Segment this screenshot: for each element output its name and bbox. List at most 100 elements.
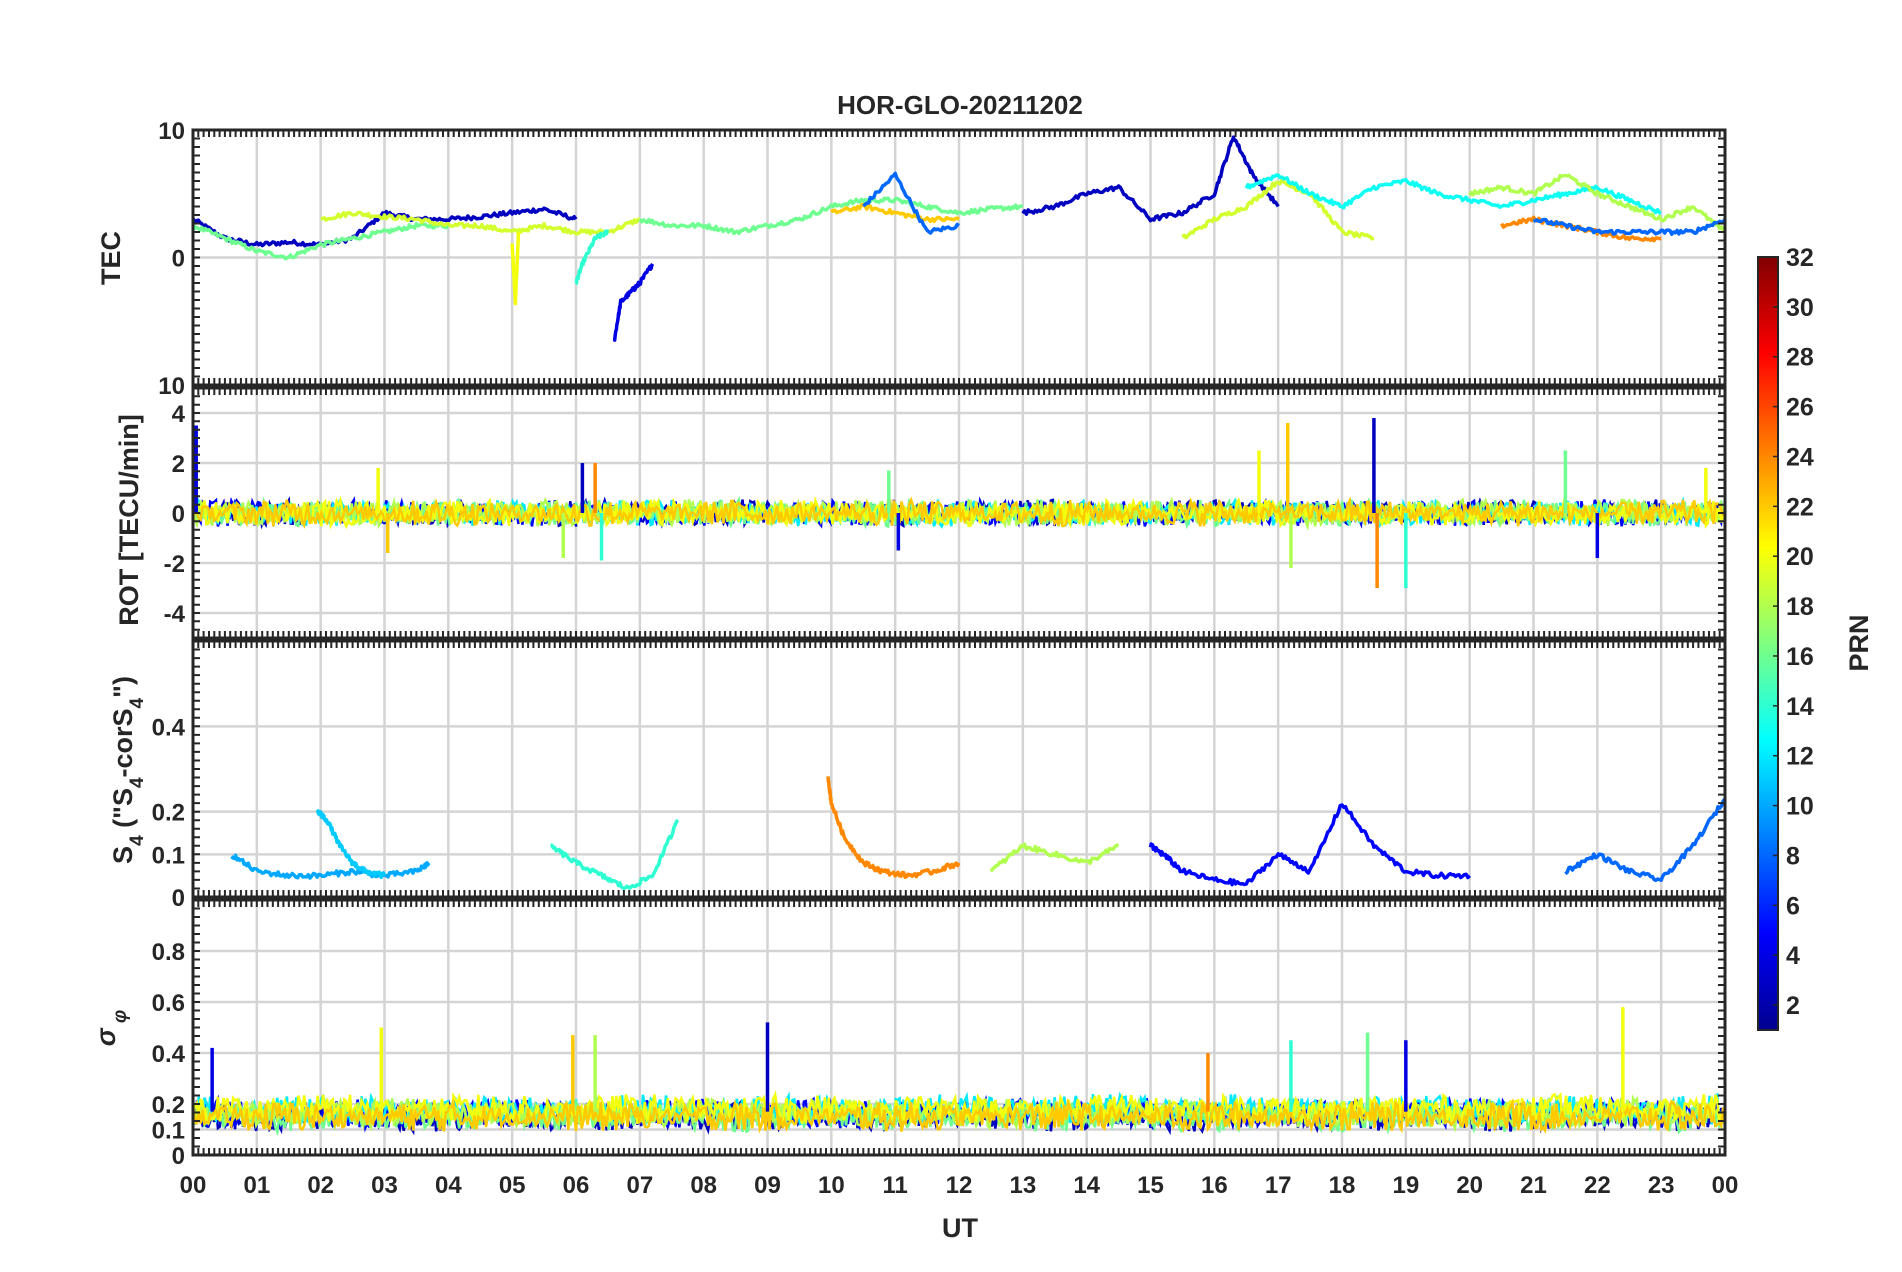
y-tick-label: 0.2 bbox=[152, 1092, 185, 1119]
minor-ticks bbox=[192, 129, 1726, 386]
tick-marks bbox=[192, 641, 1726, 897]
colorbar-tick-label: 2 bbox=[1786, 992, 1800, 1020]
y-axis-label: σ φ bbox=[91, 1010, 131, 1047]
tick-marks bbox=[192, 130, 1726, 385]
series-prn-20 bbox=[510, 231, 521, 306]
series-prn-24 bbox=[826, 776, 961, 880]
x-tick-label: 07 bbox=[626, 1172, 653, 1199]
y-tick-label: 0.4 bbox=[152, 1041, 186, 1068]
colorbar-tick-label: 6 bbox=[1786, 892, 1800, 920]
y-tick-label: 0.1 bbox=[152, 1118, 185, 1145]
data-layer bbox=[191, 418, 1725, 588]
colorbar-tick-label: 22 bbox=[1786, 493, 1814, 521]
colorbar-tick-label: 28 bbox=[1786, 344, 1814, 372]
colorbar-tick-label: 16 bbox=[1786, 643, 1814, 671]
x-tick-label: 10 bbox=[818, 1172, 845, 1199]
x-tick-label: 11 bbox=[882, 1172, 907, 1199]
series-prn-14 bbox=[574, 229, 610, 286]
series-prn-20 bbox=[191, 1090, 1725, 1128]
y-axis-label: S4 ("S4-corS4") bbox=[108, 676, 148, 864]
colorbar-tick-label: 14 bbox=[1786, 693, 1814, 721]
colorbar-tick-label: 4 bbox=[1786, 942, 1800, 970]
y-tick-label: 0.8 bbox=[152, 939, 185, 966]
colorbar-gradient bbox=[1757, 256, 1779, 1031]
y-axis-label: TEC bbox=[96, 231, 126, 285]
y-tick-label: 10 bbox=[158, 118, 185, 145]
y-tick-label: 0.2 bbox=[152, 800, 185, 827]
colorbar-tick-label: 12 bbox=[1786, 743, 1814, 771]
x-tick-label: 04 bbox=[435, 1172, 462, 1199]
x-tick-label: 18 bbox=[1329, 1172, 1356, 1199]
x-tick-label: 15 bbox=[1137, 1172, 1164, 1199]
colorbar-tick-label: 26 bbox=[1786, 394, 1814, 422]
series-prn-11 bbox=[315, 809, 387, 880]
series-prn-13 bbox=[1244, 173, 1662, 215]
y-tick-label: -2 bbox=[164, 551, 185, 578]
data-layer bbox=[230, 776, 1727, 891]
x-tick-label: 05 bbox=[499, 1172, 526, 1199]
x-tick-label: 23 bbox=[1648, 1172, 1675, 1199]
y-tick-label: 0 bbox=[172, 1143, 185, 1170]
series-prn-16 bbox=[191, 221, 450, 261]
y-tick-label: 0 bbox=[172, 246, 185, 273]
y-axis-label: ROT [TECU/min] bbox=[114, 414, 144, 625]
series-prn-5 bbox=[1148, 803, 1471, 887]
series-prn-4 bbox=[612, 263, 655, 342]
data-layer bbox=[191, 1007, 1725, 1137]
data-layer bbox=[191, 135, 1727, 342]
x-tick-label: 01 bbox=[243, 1172, 270, 1199]
y-tick-label: 4 bbox=[172, 401, 186, 428]
grid bbox=[191, 128, 1727, 387]
x-tick-label: 17 bbox=[1265, 1172, 1292, 1199]
x-tick-label: 21 bbox=[1520, 1172, 1547, 1199]
colorbar-tick-label: 32 bbox=[1786, 244, 1814, 272]
minor-ticks bbox=[192, 640, 1726, 898]
colorbar-tick-label: 20 bbox=[1786, 543, 1814, 571]
series-prn-19 bbox=[320, 210, 640, 236]
series-prn-8 bbox=[862, 171, 960, 235]
x-tick-label: 00 bbox=[180, 1172, 207, 1199]
tick-marks-y bbox=[193, 899, 1725, 1156]
figure-title: HOR-GLO-20211202 bbox=[837, 90, 1083, 120]
x-tick-label: 03 bbox=[371, 1172, 398, 1199]
colorbar-tick-label: 8 bbox=[1786, 842, 1800, 870]
panel-sigma_phi: 0.8 0.6 0.4 0.20.10 σ φ bbox=[91, 898, 1727, 1170]
grid bbox=[191, 641, 1727, 899]
minor-ticks bbox=[192, 387, 1726, 639]
minor-ticks bbox=[192, 899, 1726, 1156]
tick-marks-y bbox=[193, 640, 1725, 898]
colorbar-tick-label: 10 bbox=[1786, 793, 1814, 821]
series-prn-22 bbox=[191, 1097, 1725, 1134]
y-tick-label: 0 bbox=[172, 501, 185, 528]
colorbar-label: PRN bbox=[1844, 614, 1874, 671]
x-tick-label: 22 bbox=[1584, 1172, 1611, 1199]
x-tick-label: 20 bbox=[1456, 1172, 1483, 1199]
y-tick-label: 0.4 bbox=[152, 714, 186, 741]
series-prn-22 bbox=[830, 202, 960, 224]
series-prn-10 bbox=[230, 853, 431, 880]
x-tick-label: 06 bbox=[563, 1172, 590, 1199]
series-prn-22 bbox=[192, 496, 1725, 529]
x-tick-label: 02 bbox=[307, 1172, 334, 1199]
series-prn-18 bbox=[989, 842, 1120, 873]
y-tick-label: -4 bbox=[164, 601, 186, 628]
y-tick-label: 10 bbox=[158, 373, 185, 400]
series-prn-8 bbox=[1564, 797, 1727, 883]
tick-marks-y bbox=[193, 387, 1725, 639]
y-tick-label: 2 bbox=[172, 451, 185, 478]
colorbar-tick-label: 18 bbox=[1786, 593, 1814, 621]
panel-s4: 0.4 0.2 0.1 0 S4 ("S4-corS4") bbox=[108, 639, 1727, 912]
x-tick-label: 13 bbox=[1009, 1172, 1036, 1199]
tick-marks-y bbox=[193, 129, 1725, 386]
series-prn-14 bbox=[550, 818, 680, 891]
series-prn-18 bbox=[1468, 173, 1727, 233]
x-tick-label: 19 bbox=[1392, 1172, 1419, 1199]
tick-marks bbox=[192, 388, 1726, 638]
y-tick-label: 0 bbox=[172, 885, 185, 912]
series-prn-16 bbox=[638, 196, 1024, 236]
x-tick-label: 12 bbox=[946, 1172, 973, 1199]
panel-tec: 10 0 10 TEC bbox=[96, 118, 1727, 400]
x-tick-label: 00 bbox=[1712, 1172, 1739, 1199]
x-tick-label: 16 bbox=[1201, 1172, 1228, 1199]
colorbar-tick-label: 30 bbox=[1786, 294, 1814, 322]
